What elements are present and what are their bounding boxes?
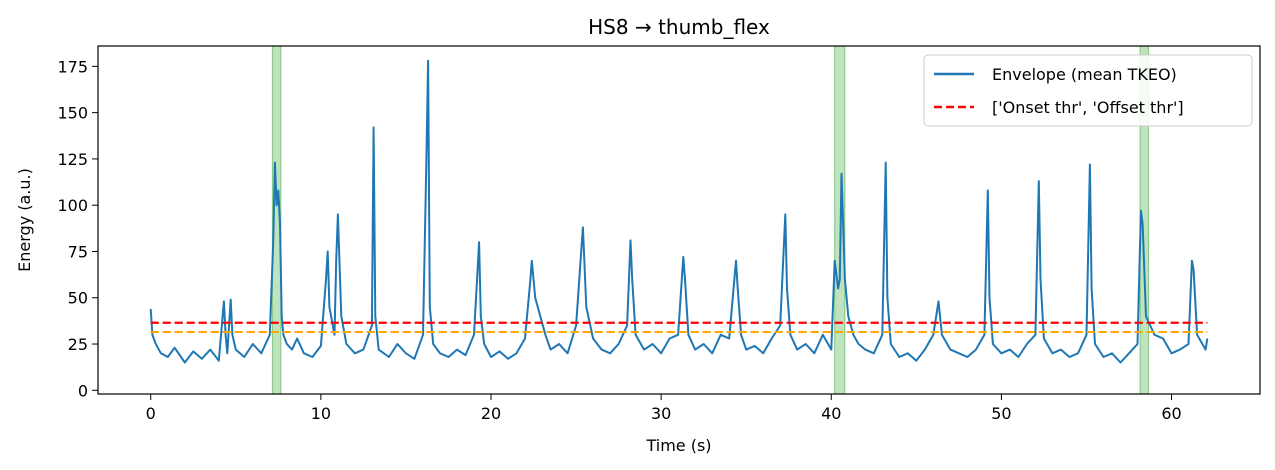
y-tick-label-100: 100: [57, 196, 88, 215]
x-tick-label-10: 10: [311, 404, 331, 423]
plot-frame: [97, 45, 1261, 395]
x-axis-label: Time (s): [645, 436, 711, 455]
chart-title: HS8 → thumb_flex: [588, 15, 770, 39]
legend-label-envelope: Envelope (mean TKEO): [992, 65, 1177, 84]
legend: Envelope (mean TKEO) ['Onset thr', 'Offs…: [923, 54, 1253, 127]
y-tick-label-25: 25: [68, 335, 88, 354]
y-axis-label: Energy (a.u.): [15, 168, 34, 272]
x-tick-label-60: 60: [1161, 404, 1181, 423]
x-tick-label-50: 50: [991, 404, 1011, 423]
legend-label-thresholds: ['Onset thr', 'Offset thr']: [992, 98, 1184, 117]
legend-box: [923, 54, 1253, 127]
y-tick-label-125: 125: [57, 150, 88, 169]
x-tick-label-30: 30: [651, 404, 671, 423]
x-tick-label-20: 20: [481, 404, 501, 423]
y-tick-label-150: 150: [57, 104, 88, 123]
x-tick-label-40: 40: [821, 404, 841, 423]
y-tick-label-75: 75: [68, 242, 88, 261]
y-tick-label-50: 50: [68, 289, 88, 308]
y-tick-label-175: 175: [57, 57, 88, 76]
series-line-0: [149, 59, 1209, 364]
x-tick-label-0: 0: [146, 404, 156, 423]
y-tick-label-0: 0: [78, 381, 88, 400]
